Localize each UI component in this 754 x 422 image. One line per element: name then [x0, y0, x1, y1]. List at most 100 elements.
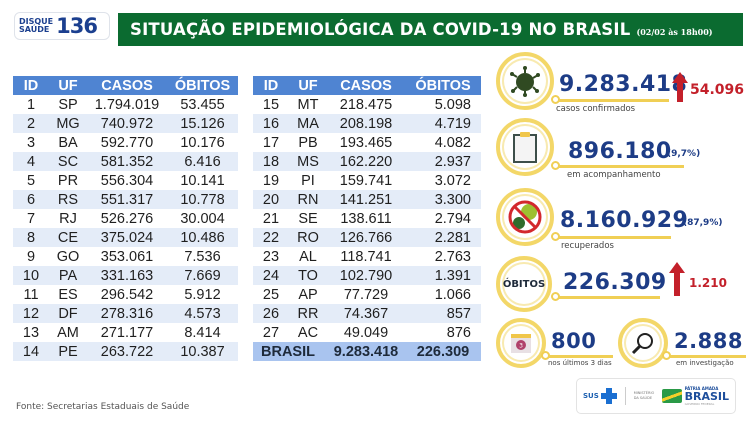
col-obitos: ÓBITOS	[167, 76, 238, 95]
cell-casos: 49.049	[343, 324, 389, 341]
cell-id: 24	[253, 266, 289, 285]
cell-obitos: 857	[405, 304, 481, 323]
recent-deaths-caption: nos últimos 3 dias	[548, 359, 612, 367]
cell-id: 4	[13, 152, 49, 171]
cell-id: 2	[13, 114, 49, 133]
patria-amada-logo: PÁTRIA AMADA BRASIL GOVERNO FEDERAL	[684, 386, 730, 406]
cell-casos: 1.794.019	[94, 96, 160, 113]
connector-dot	[662, 351, 671, 360]
cell-uf: SP	[58, 96, 78, 113]
cell-id: 13	[22, 324, 40, 341]
cell-casos: 126.766	[327, 228, 405, 247]
cell-id: 26	[253, 304, 289, 323]
cell-id: 3	[26, 134, 36, 151]
confirmed-caption: casos confirmados	[556, 104, 636, 114]
col-casos: CASOS	[327, 76, 405, 95]
confirmed-delta: 54.096	[690, 82, 745, 98]
ministry-logo: MINISTÉRIO DA SAÚDE	[633, 391, 655, 400]
cell-id: 10	[13, 266, 49, 285]
col-id: ID	[253, 76, 289, 95]
cell-casos: 74.367	[327, 304, 405, 323]
table-row: 9 GO 353.061 7.536	[13, 247, 238, 266]
cell-casos: 375.024	[87, 228, 167, 247]
cell-obitos: 1.066	[434, 286, 471, 303]
col-casos: CASOS	[87, 76, 167, 95]
monitoring-value: 896.180	[568, 139, 672, 164]
investigating-circle	[618, 318, 668, 368]
deaths-value: 226.309	[563, 270, 667, 295]
cell-casos: 296.542	[100, 286, 154, 303]
cell-casos: 77.729	[343, 286, 389, 303]
table-row: 18 MS 162.220 2.937	[253, 152, 481, 171]
cell-uf: MT	[297, 96, 319, 113]
table-row: 26 RR 74.367 857	[253, 304, 481, 323]
up-arrow-icon	[669, 262, 685, 296]
cell-uf: PI	[301, 172, 315, 189]
cell-obitos: 1.391	[405, 266, 481, 285]
table-row: 6 RS 551.317 10.778	[13, 190, 238, 209]
cell-uf: RN	[289, 190, 327, 209]
recovered-circle	[496, 188, 554, 246]
table-row: 16 MA 208.198 4.719	[253, 114, 481, 133]
recovered-caption: recuperados	[561, 241, 614, 251]
cell-obitos: 53.455	[180, 96, 225, 113]
table-row: 4 SC 581.352 6.416	[13, 152, 238, 171]
cell-uf: GO	[56, 248, 80, 265]
cell-id: 8	[13, 228, 49, 247]
cell-id: 11	[23, 286, 39, 303]
connector-dot	[551, 95, 560, 104]
cell-obitos: 7.669	[167, 266, 238, 285]
cell-id: 19	[262, 172, 280, 189]
cell-obitos: 4.719	[405, 114, 481, 133]
hotline-number: 136	[56, 14, 98, 38]
states-table-left: ID UF CASOS ÓBITOS 1 SP 1.794.019 53.455 2 MG…	[13, 76, 238, 361]
table-row: 17 PB 193.465 4.082	[253, 133, 481, 152]
table-row: 13 AM 271.177 8.414	[13, 323, 238, 342]
table-row: 11 ES 296.542 5.912	[13, 285, 238, 304]
table-row: 21 SE 138.611 2.794	[253, 209, 481, 228]
cell-casos: 581.352	[87, 152, 167, 171]
table-row: 27 AC 49.049 876	[253, 323, 481, 342]
table-row: 15 MT 218.475 5.098	[253, 95, 481, 114]
confirmed-circle	[496, 52, 554, 110]
cell-uf: BA	[58, 134, 78, 151]
cell-obitos: 4.573	[167, 304, 238, 323]
recovered-pct: (87,9%)	[683, 218, 723, 228]
table-row: 2 MG 740.972 15.126	[13, 114, 238, 133]
cell-obitos: 10.176	[180, 134, 225, 151]
cell-uf: PB	[298, 134, 318, 151]
cell-uf: RS	[49, 190, 87, 209]
cell-id: 23	[262, 248, 280, 265]
cell-uf: AL	[299, 248, 317, 265]
table-row: 22 RO 126.766 2.281	[253, 228, 481, 247]
confirmed-value: 9.283.418	[559, 72, 688, 97]
table-row: 24 TO 102.790 1.391	[253, 266, 481, 285]
sus-cross-icon	[600, 388, 617, 404]
cell-uf: AP	[298, 286, 318, 303]
cell-casos: 526.276	[100, 210, 154, 227]
states-table-right: ID UF CASOS ÓBITOS 15 MT 218.475 5.098 16 MA 2…	[253, 76, 481, 361]
cell-id: 15	[262, 96, 280, 113]
cell-casos: 271.177	[100, 324, 154, 341]
cell-obitos: 30.004	[180, 210, 225, 227]
cell-casos: 162.220	[327, 152, 405, 171]
deaths-circle: ÓBITOS	[496, 256, 552, 312]
recent-deaths-value: 800	[551, 329, 597, 353]
table-row: 12 DF 278.316 4.573	[13, 304, 238, 323]
cell-uf: PR	[57, 172, 79, 189]
cell-id: 22	[253, 228, 289, 247]
table-row: 25 AP 77.729 1.066	[253, 285, 481, 304]
cell-obitos: 10.387	[167, 342, 238, 361]
cell-id: 7	[26, 210, 36, 227]
cell-obitos: 10.778	[167, 190, 238, 209]
cell-casos: 159.741	[339, 172, 393, 189]
sus-logo: SUS	[583, 392, 599, 400]
monitoring-pct: (9,7%)	[667, 149, 701, 159]
cell-uf: DF	[49, 304, 87, 323]
cell-uf: CE	[49, 228, 87, 247]
cell-uf: PE	[49, 342, 87, 361]
cell-uf: RJ	[59, 210, 77, 227]
cell-obitos: 10.141	[180, 172, 225, 189]
cell-id: 6	[13, 190, 49, 209]
connector-dot	[551, 292, 560, 301]
